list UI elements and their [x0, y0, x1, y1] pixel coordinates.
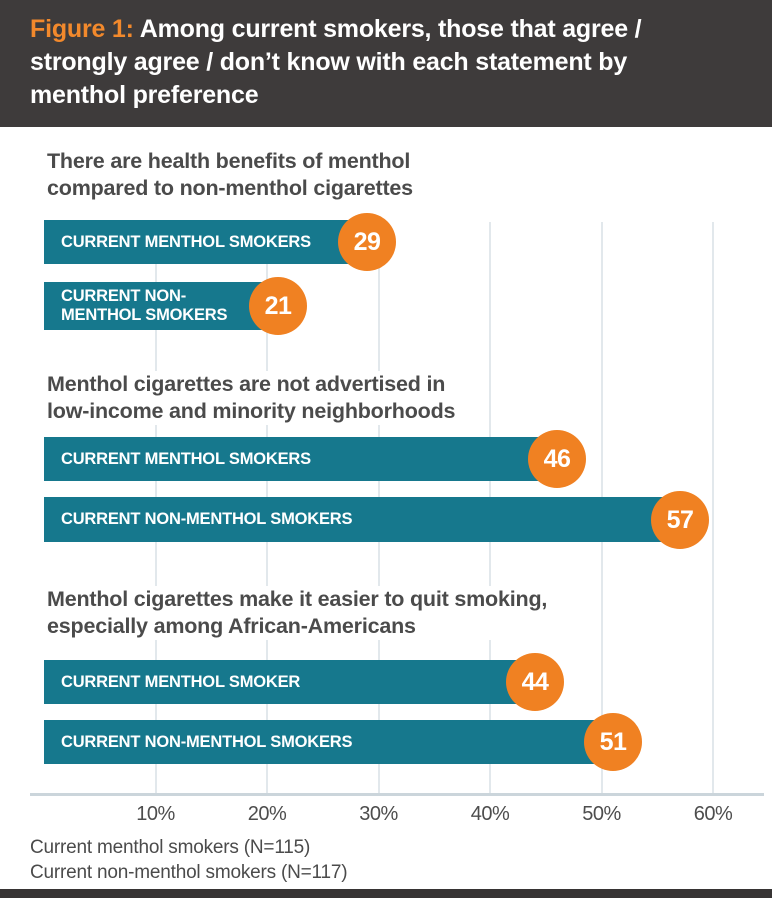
bar-non-menthol: CURRENT NON-MENTHOL SMOKERS [44, 497, 680, 542]
value-badge: 44 [506, 653, 564, 711]
bar-non-menthol: CURRENT NON-MENTHOL SMOKERS [44, 282, 278, 330]
x-axis-tick-10pct: 10% [136, 803, 175, 825]
figure-number-label: Figure 1: [30, 15, 134, 43]
x-axis-tick-60pct: 60% [693, 803, 733, 825]
statement-line: compared to non-menthol cigarettes [47, 176, 413, 200]
bar-label-line: CURRENT MENTHOL SMOKERS [61, 449, 311, 468]
figure-title: Figure 1: Among current smokers, those th… [30, 13, 702, 112]
figure-title-text: Among current smokers, those that agree … [30, 15, 642, 109]
statement: Menthol cigarettes make it easier to qui… [47, 586, 570, 640]
statement: Menthol cigarettes are not advertised in… [47, 371, 478, 425]
bar-non-menthol: CURRENT NON-MENTHOL SMOKERS [44, 720, 613, 764]
value-badge: 46 [528, 430, 586, 488]
statement-line: There are health benefits of menthol [47, 149, 411, 173]
bar-label-line: MENTHOL SMOKERS [61, 306, 228, 324]
bar-label: CURRENT NON-MENTHOL SMOKERS [61, 510, 352, 529]
bar-label-line: CURRENT NON-MENTHOL SMOKERS [61, 510, 353, 528]
value-badge: 57 [651, 491, 709, 549]
bar-label: CURRENT NON-MENTHOL SMOKERS [61, 287, 227, 325]
bar-menthol: CURRENT MENTHOL SMOKER [44, 660, 535, 704]
footnote-non-menthol-n: Current non-menthol smokers (N=117) [30, 862, 348, 883]
bar-label: CURRENT MENTHOL SMOKERS [61, 450, 311, 469]
statement-line: Menthol cigarettes make it easier to qui… [47, 587, 548, 611]
statement-line: especially among African-Americans [47, 614, 416, 638]
statement-line: Menthol cigarettes are not advertised in [47, 372, 446, 396]
x-axis-tick-30pct: 30% [359, 803, 398, 825]
bar-menthol: CURRENT MENTHOL SMOKERS [44, 437, 557, 481]
footnotes: Current menthol smokers (N=115) Current … [30, 835, 348, 885]
bar-label: CURRENT NON-MENTHOL SMOKERS [61, 733, 352, 752]
bar-label-line: CURRENT MENTHOL SMOKERS [61, 232, 311, 251]
x-axis-line [30, 793, 764, 796]
bar-label-line: CURRENT MENTHOL SMOKER [61, 672, 301, 691]
value-badge: 51 [584, 713, 642, 771]
bar-label-line: CURRENT NON- [61, 287, 187, 305]
bar-menthol: CURRENT MENTHOL SMOKERS [44, 220, 367, 264]
x-axis-tick-40pct: 40% [470, 803, 510, 825]
bar-label: CURRENT MENTHOL SMOKERS [61, 233, 311, 252]
value-badge: 29 [338, 213, 396, 271]
footnote-menthol-n: Current menthol smokers (N=115) [30, 837, 311, 858]
bottom-strip [0, 889, 772, 898]
statement: There are health benefits of menthol comp… [47, 148, 435, 202]
bar-label: CURRENT MENTHOL SMOKER [61, 673, 300, 692]
x-axis-tick-20pct: 20% [247, 803, 287, 825]
gridline-60pct [712, 222, 714, 793]
figure-header: Figure 1: Among current smokers, those th… [0, 0, 772, 127]
x-axis-tick-50pct: 50% [582, 803, 621, 825]
bar-label-line: CURRENT NON-MENTHOL SMOKERS [61, 732, 353, 751]
statement-line: low-income and minority neighborhoods [47, 399, 456, 423]
value-badge: 21 [249, 277, 307, 335]
